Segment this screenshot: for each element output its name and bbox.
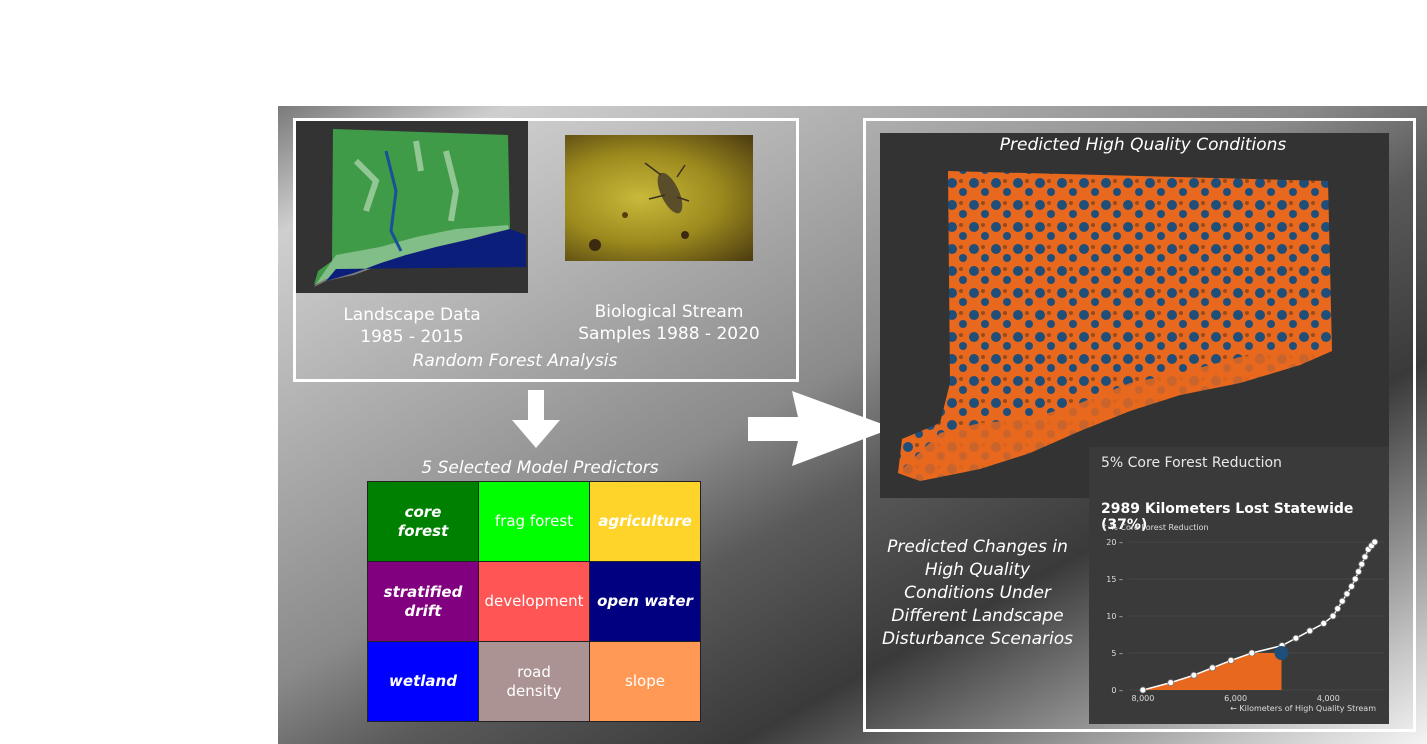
predictor-cell-agriculture: agriculture — [589, 481, 701, 562]
output-box — [863, 118, 1416, 732]
landscape-developed-patches — [353, 140, 460, 222]
x-tick-label: 6,000 — [1224, 694, 1247, 703]
landscape-caption-line1: Landscape Data — [343, 305, 481, 325]
predictor-cell-core-forest: core forest — [367, 481, 479, 562]
landscape-map-image — [296, 121, 528, 293]
y-tick-label: 10 – — [1106, 612, 1123, 621]
predictor-label: frag forest — [494, 512, 574, 530]
predictor-cell-road-density: road density — [478, 641, 590, 722]
data-point — [1227, 656, 1235, 664]
data-point — [1306, 627, 1314, 635]
scenario-inset: 5% Core Forest Reduction 2989 Kilometers… — [1089, 447, 1389, 724]
bio-caption: Biological Stream Samples 1988 - 2020 — [556, 301, 782, 345]
stream-sample-photo — [565, 135, 753, 261]
insect-legs — [644, 162, 690, 202]
predictor-cell-open-water: open water — [589, 561, 701, 642]
data-point — [1248, 649, 1256, 657]
predictors-grid: core forest frag forest agriculture stratif… — [367, 481, 701, 722]
predictors-title: 5 Selected Model Predictors — [421, 458, 659, 478]
landscape-map-svg — [314, 129, 526, 287]
x-axis-caption: ← Kilometers of High Quality Stream — [1230, 704, 1376, 713]
map-title: Predicted High Quality Conditions — [999, 135, 1287, 155]
landscape-caption: Landscape Data 1985 - 2015 — [318, 304, 506, 348]
input-data-box — [293, 118, 799, 382]
landscape-urban-coast — [314, 225, 510, 287]
data-point — [1334, 605, 1342, 613]
predictor-label: slope — [625, 672, 665, 690]
data-point — [1371, 538, 1379, 546]
y-tick-label: 20 – — [1106, 538, 1123, 547]
data-point — [1343, 590, 1351, 598]
predictor-label: agriculture — [598, 512, 692, 530]
predictor-label: core forest — [397, 502, 449, 540]
prediction-map-svg — [898, 171, 1332, 481]
data-point — [1351, 575, 1359, 583]
data-point — [1348, 582, 1355, 590]
bio-caption-line1: Biological Stream — [594, 302, 744, 322]
y-axis-caption: ↑ % Core Forest Reduction — [1101, 523, 1209, 532]
prediction-map — [880, 133, 1389, 498]
prediction-coastal-band — [898, 349, 1332, 481]
landscape-sound-water — [326, 229, 526, 281]
predictor-label: stratified drift — [383, 582, 463, 620]
y-tick-label: 5 – — [1111, 649, 1123, 658]
loss-headline: 2989 Kilometers Lost Statewide (37%) — [1101, 501, 1354, 533]
changes-caption: Predicted Changes in High Quality Condit… — [881, 537, 1074, 649]
predictor-cell-wetland: wetland — [367, 641, 479, 722]
leaf-spot-1 — [589, 239, 601, 251]
data-point — [1292, 634, 1300, 642]
predictor-cell-development: development — [478, 561, 590, 642]
predictor-label: development — [484, 592, 584, 610]
analysis-label: Random Forest Analysis — [412, 351, 618, 371]
landscape-caption-line2: 1985 - 2015 — [360, 327, 464, 347]
right-arrow-icon — [748, 391, 893, 466]
data-point — [1329, 612, 1337, 620]
data-point — [1320, 619, 1328, 627]
data-point — [1355, 568, 1362, 575]
y-tick-label: 15 – — [1106, 575, 1123, 584]
y-tick-label: 0 – — [1111, 686, 1123, 695]
leaf-spot-3 — [622, 212, 628, 218]
data-point — [1139, 686, 1147, 694]
predictor-cell-frag-forest: frag forest — [478, 481, 590, 562]
stream-sample-svg — [589, 162, 690, 251]
reduction-line — [1142, 541, 1376, 691]
x-tick-label: 8,000 — [1131, 694, 1154, 703]
predictor-cell-slope: slope — [589, 641, 701, 722]
scenario-label: 5% Core Forest Reduction — [1101, 455, 1282, 471]
insect-larva-shape — [657, 172, 683, 214]
data-point — [1338, 597, 1346, 605]
data-point — [1361, 553, 1369, 561]
prediction-state-shape — [898, 171, 1332, 481]
leaf-spot-2 — [681, 231, 689, 239]
data-point — [1190, 671, 1198, 679]
predictor-label: open water — [597, 592, 693, 610]
x-tick-label: 4,000 — [1317, 694, 1340, 703]
reduction-chart: 0 – 5 – 10 – 15 – 20 – 8,000 6,000 4,000← Kilom… — [1106, 538, 1384, 713]
predictor-label: wetland — [389, 672, 457, 690]
data-point — [1358, 560, 1366, 568]
landscape-river — [384, 150, 403, 252]
data-point — [1209, 664, 1216, 672]
data-point — [1167, 679, 1175, 687]
predictor-label: road density — [506, 662, 562, 700]
down-arrow-icon — [512, 390, 560, 448]
predictor-cell-stratified-drift: stratified drift — [367, 561, 479, 642]
highlight-point — [1274, 646, 1289, 660]
bio-caption-line2: Samples 1988 - 2020 — [578, 324, 760, 344]
